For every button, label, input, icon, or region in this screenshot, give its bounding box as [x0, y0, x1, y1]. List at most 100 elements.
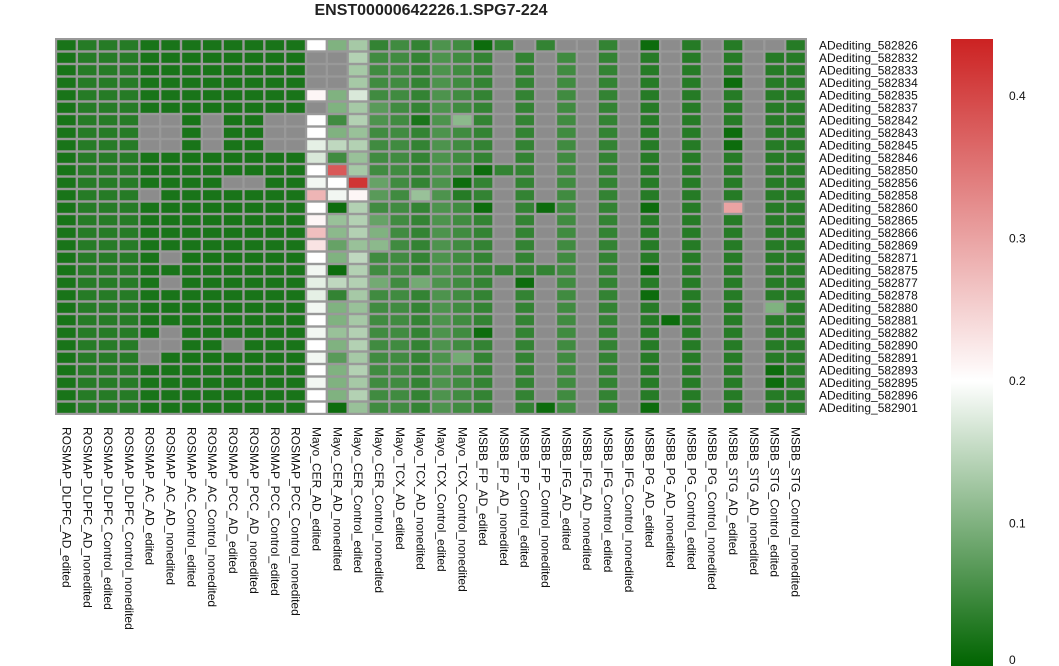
column-label: ROSMAP_AC_Control_nonedited [205, 427, 219, 607]
row-label: ADediting_582833 [819, 63, 918, 77]
heatmap-cell [682, 115, 701, 126]
heatmap-cell [182, 327, 201, 338]
heatmap-cell [578, 202, 597, 213]
heatmap-cell [578, 77, 597, 88]
heatmap-cell [265, 402, 284, 413]
colorbar-tick-label: 0.2 [1009, 374, 1026, 388]
heatmap-cell [369, 202, 389, 213]
row-label: ADediting_582878 [819, 288, 918, 302]
heatmap-cell [411, 352, 430, 363]
heatmap-cell [723, 390, 743, 401]
column-label: ROSMAP_DLPFC_Control_nonedited [122, 427, 136, 630]
heatmap-cell [390, 52, 409, 63]
heatmap-cell [723, 52, 743, 63]
heatmap-cell [640, 40, 659, 51]
heatmap-cell [307, 190, 326, 201]
heatmap-cell [723, 215, 743, 226]
heatmap-cell [536, 40, 555, 51]
heatmap-cell [494, 165, 514, 176]
heatmap-cell [348, 102, 368, 113]
heatmap-cell [307, 290, 326, 301]
heatmap-cell [557, 77, 576, 88]
heatmap-cell [328, 402, 347, 413]
heatmap-cell [598, 165, 618, 176]
heatmap-cell [515, 390, 534, 401]
heatmap-cell [557, 265, 576, 276]
heatmap-cell [244, 365, 264, 376]
heatmap-cell [640, 365, 659, 376]
heatmap-cell [140, 390, 159, 401]
heatmap-cell [473, 165, 493, 176]
heatmap-cell [119, 65, 139, 76]
heatmap-cell [57, 52, 76, 63]
heatmap-cell [265, 340, 284, 351]
heatmap-cell [786, 77, 805, 88]
heatmap-cell [661, 115, 680, 126]
heatmap-cell [140, 240, 159, 251]
colorbar-legend: 0 0.1 0.2 0.3 0.4 [951, 39, 1026, 666]
heatmap-cell [515, 140, 534, 151]
heatmap-cell [598, 402, 618, 413]
heatmap-cell [182, 177, 201, 188]
heatmap-cells [56, 39, 806, 414]
heatmap-cell [703, 265, 722, 276]
heatmap-cell [703, 252, 722, 263]
heatmap-cell [786, 127, 805, 138]
heatmap-cell [307, 165, 326, 176]
heatmap-cell [265, 252, 284, 263]
heatmap-cell [515, 377, 534, 388]
heatmap-cell [265, 90, 284, 101]
heatmap-cell [286, 240, 305, 251]
heatmap-cell [78, 215, 97, 226]
heatmap-cell [140, 252, 159, 263]
heatmap-cell [119, 240, 139, 251]
heatmap-cell [473, 240, 493, 251]
heatmap-cell [557, 365, 576, 376]
column-label: ROSMAP_AC_AD_nonedited [164, 427, 178, 585]
heatmap-cell [390, 190, 409, 201]
heatmap-cell [98, 127, 118, 138]
heatmap-cell [536, 352, 555, 363]
heatmap-cell [557, 190, 576, 201]
heatmap-cell [744, 290, 764, 301]
heatmap-cell [557, 177, 576, 188]
heatmap-cell [161, 315, 180, 326]
heatmap-cell [578, 377, 597, 388]
heatmap-cell [182, 365, 201, 376]
heatmap-cell [515, 352, 534, 363]
heatmap-cell [536, 190, 555, 201]
heatmap-cell [494, 127, 514, 138]
heatmap-cell [744, 377, 764, 388]
heatmap-cell [557, 302, 576, 313]
heatmap-cell [557, 115, 576, 126]
column-label: ROSMAP_PCC_Control_nonedited [289, 427, 303, 616]
heatmap-background [56, 39, 806, 414]
heatmap-cell [328, 127, 347, 138]
heatmap-cell [119, 40, 139, 51]
heatmap-cell [536, 127, 555, 138]
heatmap-cell [578, 277, 597, 288]
heatmap-cell [557, 290, 576, 301]
heatmap-cell [536, 390, 555, 401]
heatmap-cell [765, 390, 784, 401]
heatmap-cell [494, 40, 514, 51]
heatmap-cell [307, 77, 326, 88]
heatmap-cell [140, 52, 159, 63]
heatmap-cell [57, 102, 76, 113]
heatmap-cell [390, 77, 409, 88]
heatmap-cell [744, 215, 764, 226]
heatmap-cell [723, 365, 743, 376]
heatmap-cell [765, 290, 784, 301]
heatmap-cell [723, 252, 743, 263]
heatmap-cell [453, 165, 472, 176]
heatmap-cell [473, 40, 493, 51]
heatmap-cell [494, 402, 514, 413]
heatmap-cell [223, 202, 243, 213]
heatmap-cell [98, 252, 118, 263]
heatmap-cell [265, 152, 284, 163]
heatmap-cell [411, 102, 430, 113]
heatmap-cell [744, 365, 764, 376]
heatmap-cell [453, 152, 472, 163]
heatmap-cell [557, 165, 576, 176]
heatmap-cell [682, 52, 701, 63]
